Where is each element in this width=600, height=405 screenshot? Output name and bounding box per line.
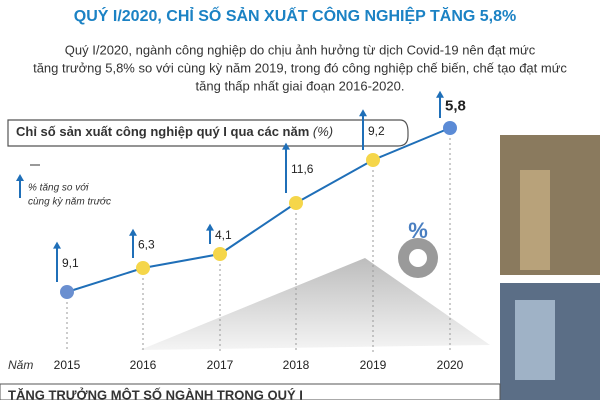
x-tick-label: 2019 bbox=[360, 358, 387, 372]
intro-line: Quý I/2020, ngành công nghiệp do chịu ản… bbox=[65, 42, 536, 57]
growth-arrow-head bbox=[129, 228, 137, 236]
growth-arrow-head bbox=[436, 90, 444, 98]
point bbox=[366, 153, 380, 167]
value-label: 5,8 bbox=[445, 97, 466, 114]
section-box bbox=[7, 119, 409, 147]
x-axis-label: Năm bbox=[8, 358, 33, 372]
growth-arrow-head bbox=[359, 109, 367, 117]
point bbox=[136, 261, 150, 275]
value-label: 4,1 bbox=[215, 228, 232, 242]
intro-line: tăng trưởng 5,8% so với cùng kỳ năm 2019… bbox=[33, 60, 567, 75]
growth-arrow-head bbox=[53, 241, 61, 249]
value-label: 9,1 bbox=[62, 256, 79, 270]
title: QUÝ I/2020, CHỈ SỐ SẢN XUẤT CÔNG NGHIỆP … bbox=[74, 5, 516, 25]
value-label: 6,3 bbox=[138, 238, 155, 252]
unit: (%) bbox=[313, 124, 333, 139]
x-tick-label: 2017 bbox=[207, 358, 234, 372]
point bbox=[213, 247, 227, 261]
backdrop bbox=[140, 258, 490, 350]
x-tick-label: 2020 bbox=[437, 358, 464, 372]
growth-arrow-head bbox=[282, 142, 290, 150]
x-tick-label: 2015 bbox=[54, 358, 81, 372]
legend-arrow-head bbox=[16, 174, 24, 181]
point bbox=[443, 121, 457, 135]
x-tick-label: 2018 bbox=[283, 358, 310, 372]
value-label: 11,6 bbox=[291, 162, 314, 176]
trend-line bbox=[66, 127, 451, 293]
value-label: 9,2 bbox=[368, 124, 385, 138]
x-tick-label: 2016 bbox=[130, 358, 157, 372]
point bbox=[289, 196, 303, 210]
legend-text: % tăng so với bbox=[28, 183, 89, 194]
growth-arrow-head bbox=[206, 223, 214, 231]
section-title: TĂNG TRƯỞNG MỘT SỐ NGÀNH TRONG QUÝ I bbox=[8, 387, 303, 400]
photo-detail bbox=[520, 170, 550, 270]
intro-line: tăng thấp nhất giai đoạn 2016-2020. bbox=[196, 78, 405, 93]
gear-hole bbox=[409, 249, 427, 267]
gear-symbol: % bbox=[408, 218, 428, 243]
point bbox=[60, 285, 74, 299]
chart-title: Chỉ số sản xuất công nghiệp quý I qua cá… bbox=[16, 124, 333, 139]
legend-text: cùng kỳ năm trước bbox=[28, 197, 111, 208]
chart-title-text: Chỉ số sản xuất công nghiệp quý I qua cá… bbox=[16, 124, 309, 139]
photo-detail bbox=[515, 300, 555, 380]
